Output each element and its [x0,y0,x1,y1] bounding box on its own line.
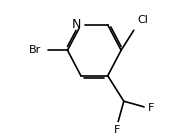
Text: F: F [148,103,154,113]
Text: Br: Br [29,45,41,55]
Text: Cl: Cl [137,15,148,25]
Text: N: N [72,18,81,31]
Text: F: F [114,125,120,135]
